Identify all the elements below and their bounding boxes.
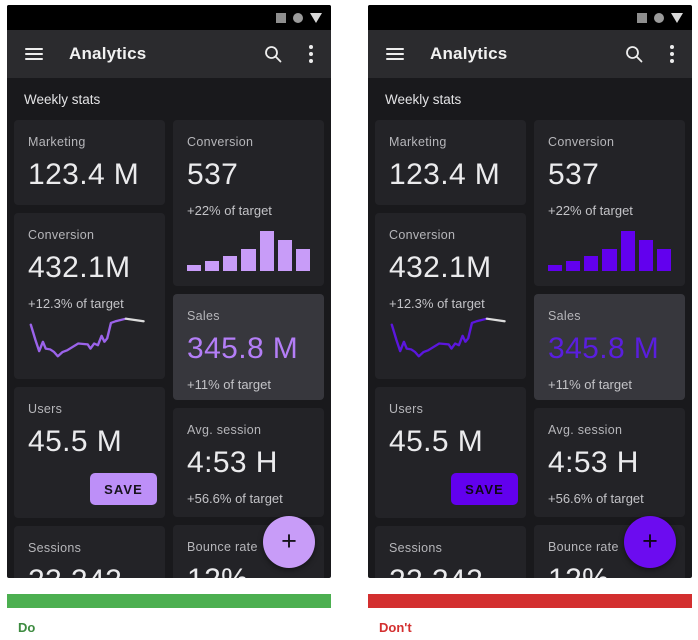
card-value: 45.5 M [28,425,123,458]
do-caption: Do [18,620,36,635]
status-triangle-icon [310,12,322,23]
page-title: Analytics [430,44,508,63]
phone-mockup-dont: Analytics Weekly stats Marketing 123.4 M [368,5,692,578]
card-value: 432.1M [28,251,131,284]
card-target: +11% of target [187,377,271,392]
card-value: 45.5 M [389,425,484,458]
status-bar [368,5,692,30]
avg-session-card: Avg. session 4:53 H +56.6% of target [173,408,324,517]
card-target: +56.6% of target [187,491,283,506]
plus-icon: + [642,525,658,556]
card-label: Avg. session [548,423,623,437]
card-target: +56.6% of target [548,491,644,506]
card-value: 432.1M [389,251,492,284]
dont-caption: Don't [379,620,412,635]
users-card: Users 45.5 M SAVE [14,387,165,518]
dashboard-content: Weekly stats Marketing 123.4 M Conversio… [368,78,692,578]
card-label: Users [28,402,63,416]
section-title: Weekly stats [385,92,462,107]
do-example-column: Analytics Weekly stats Marketing 123.4 M [7,5,331,635]
conversion-amount-card: Conversion 432.1M +12.3% of target [375,213,526,379]
conversion-count-card: Conversion 537 +22% of target [173,120,324,286]
card-value: 345.8 M [187,332,299,365]
do-divider-bar [7,594,331,608]
plus-icon: + [281,525,297,556]
fab-add-button[interactable]: + [263,516,315,568]
marketing-card: Marketing 123.4 M [375,120,526,205]
card-value: 537 [548,158,600,191]
overflow-menu-icon[interactable] [307,43,315,65]
card-label: Bounce rate [187,540,258,554]
sessions-card: Sessions 23,242 [14,526,165,578]
conversion-bar-chart [187,231,310,271]
card-target: +11% of target [548,377,632,392]
status-circle-icon [293,12,303,23]
marketing-card: Marketing 123.4 M [14,120,165,205]
card-value: 12% [548,563,671,578]
card-label: Sales [187,309,220,323]
conversion-line-chart [29,317,145,358]
page-title: Analytics [69,44,147,63]
card-target: +12.3% of target [28,296,124,311]
card-label: Marketing [389,135,447,149]
card-label: Sessions [389,541,443,555]
dont-divider-bar [368,594,692,608]
sales-card: Sales 345.8 M +11% of target [534,294,685,400]
sales-card: Sales 345.8 M +11% of target [173,294,324,400]
avg-session-card: Avg. session 4:53 H +56.6% of target [534,408,685,517]
card-label: Sales [548,309,581,323]
phone-mockup-do: Analytics Weekly stats Marketing 123.4 M [7,5,331,578]
card-value: 4:53 H [548,446,639,479]
status-circle-icon [654,12,664,23]
card-label: Conversion [389,228,456,242]
card-value: 537 [187,158,239,191]
status-triangle-icon [671,12,683,23]
save-button[interactable]: SAVE [90,473,157,505]
conversion-bar-chart [548,231,671,271]
card-label: Conversion [548,135,615,149]
card-target: +12.3% of target [389,296,485,311]
fab-add-button[interactable]: + [624,516,676,568]
search-icon[interactable] [624,44,644,64]
card-value: 123.4 M [389,158,501,191]
overflow-menu-icon[interactable] [668,43,676,65]
card-label: Bounce rate [548,540,619,554]
card-target: +22% of target [548,203,633,218]
sessions-card: Sessions 23,242 [375,526,526,578]
card-value: 23,242 [389,564,512,578]
card-value: 4:53 H [187,446,278,479]
save-button[interactable]: SAVE [451,473,518,505]
conversion-line-chart [390,317,506,358]
conversion-amount-card: Conversion 432.1M +12.3% of target [14,213,165,379]
card-value: 23,242 [28,564,151,578]
card-label: Conversion [187,135,254,149]
card-label: Sessions [28,541,82,555]
conversion-count-card: Conversion 537 +22% of target [534,120,685,286]
app-bar: Analytics [368,30,692,78]
card-label: Marketing [28,135,86,149]
card-label: Avg. session [187,423,262,437]
card-value: 123.4 M [28,158,140,191]
menu-icon[interactable] [386,48,404,60]
card-value: 12% [187,563,310,578]
status-square-icon [276,12,286,23]
card-value: 345.8 M [548,332,660,365]
menu-icon[interactable] [25,48,43,60]
users-card: Users 45.5 M SAVE [375,387,526,518]
card-label: Users [389,402,424,416]
dont-example-column: Analytics Weekly stats Marketing 123.4 M [368,5,692,635]
card-label: Conversion [28,228,95,242]
dashboard-content: Weekly stats Marketing 123.4 M Conversio… [7,78,331,578]
status-bar [7,5,331,30]
card-target: +22% of target [187,203,272,218]
search-icon[interactable] [263,44,283,64]
section-title: Weekly stats [24,92,101,107]
app-bar: Analytics [7,30,331,78]
status-square-icon [637,12,647,23]
